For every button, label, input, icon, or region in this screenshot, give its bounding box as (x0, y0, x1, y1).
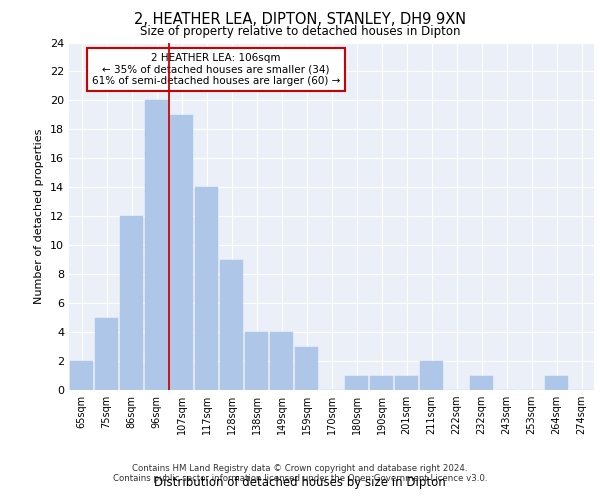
Bar (70, 361, 94, 390)
Text: Contains HM Land Registry data © Crown copyright and database right 2024.
Contai: Contains HM Land Registry data © Crown c… (113, 464, 487, 483)
Bar (119, 216, 143, 390)
Bar (145, 100, 169, 390)
Bar (419, 361, 443, 390)
Bar (245, 332, 268, 390)
Bar (220, 260, 244, 390)
Text: 2, HEATHER LEA, DIPTON, STANLEY, DH9 9XN: 2, HEATHER LEA, DIPTON, STANLEY, DH9 9XN (134, 12, 466, 28)
Text: Distribution of detached houses by size in Dipton: Distribution of detached houses by size … (154, 476, 446, 489)
Bar (295, 346, 319, 390)
Text: Size of property relative to detached houses in Dipton: Size of property relative to detached ho… (140, 25, 460, 38)
Bar (395, 376, 418, 390)
Bar (545, 376, 568, 390)
Bar (269, 332, 293, 390)
Bar (370, 376, 394, 390)
Bar (344, 376, 368, 390)
Bar (170, 115, 193, 390)
Text: 2 HEATHER LEA: 106sqm
← 35% of detached houses are smaller (34)
61% of semi-deta: 2 HEATHER LEA: 106sqm ← 35% of detached … (92, 53, 340, 86)
Y-axis label: Number of detached properties: Number of detached properties (34, 128, 44, 304)
Bar (95, 318, 118, 390)
Bar (194, 188, 218, 390)
Bar (470, 376, 493, 390)
